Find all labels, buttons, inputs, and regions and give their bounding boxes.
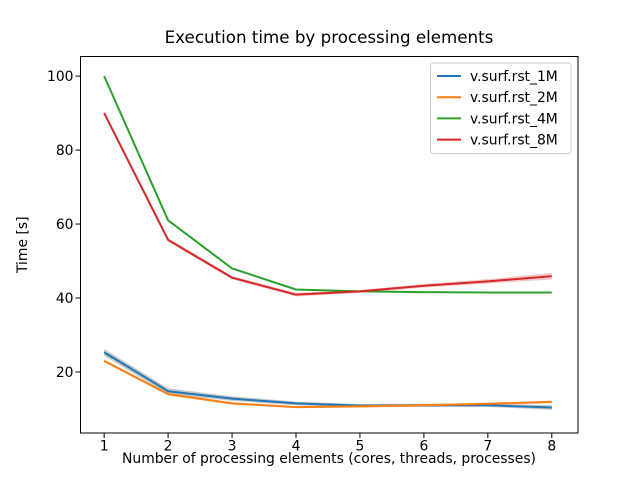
legend-label: v.surf.rst_1M <box>470 69 558 85</box>
band-v.surf.rst_1M <box>104 349 552 410</box>
legend-box <box>430 62 572 154</box>
x-tick-label: 7 <box>483 439 492 455</box>
series-line-v.surf.rst_8M <box>103 112 552 296</box>
series-line-v.surf.rst_4M <box>103 75 552 294</box>
legend-label: v.surf.rst_4M <box>470 111 558 127</box>
y-tick-label: 20 <box>56 365 74 381</box>
legend-item: v.surf.rst_1M <box>437 69 558 85</box>
legend-label: v.surf.rst_2M <box>470 90 558 106</box>
axes: 1 2 3 4 5 6 7 8 20 40 60 80 100 <box>47 56 579 455</box>
band-v.surf.rst_2M <box>104 359 552 409</box>
y-tick-label: 60 <box>56 217 74 233</box>
series-lines <box>103 75 552 409</box>
legend-item: v.surf.rst_4M <box>437 111 558 127</box>
x-tick-label: 3 <box>228 439 237 455</box>
confidence-bands <box>104 111 552 410</box>
plot-border <box>80 56 579 434</box>
legend-item: v.surf.rst_8M <box>437 133 558 149</box>
x-tick-label: 8 <box>547 439 556 455</box>
y-axis-label: Time [s] <box>15 217 31 275</box>
x-tick-label: 2 <box>164 439 173 455</box>
legend-label: v.surf.rst_8M <box>470 133 558 149</box>
chart-title: Execution time by processing elements <box>165 27 494 47</box>
x-tick-label: 1 <box>100 439 109 455</box>
x-axis-label: Number of processing elements (cores, th… <box>122 451 536 467</box>
x-tick-label: 5 <box>356 439 365 455</box>
series-line-v.surf.rst_2M <box>103 359 552 409</box>
y-tick-label: 80 <box>56 143 74 159</box>
legend: v.surf.rst_1M v.surf.rst_2M v.surf.rst_4Mv… <box>430 62 572 154</box>
series-line-v.surf.rst_1M <box>103 351 552 409</box>
x-tick-label: 4 <box>292 439 301 455</box>
x-tick-label: 6 <box>419 439 428 455</box>
band-v.surf.rst_8M <box>104 111 552 297</box>
y-tick-label: 100 <box>47 69 74 85</box>
legend-item: v.surf.rst_2M <box>437 90 558 106</box>
y-tick-label: 40 <box>56 291 74 307</box>
